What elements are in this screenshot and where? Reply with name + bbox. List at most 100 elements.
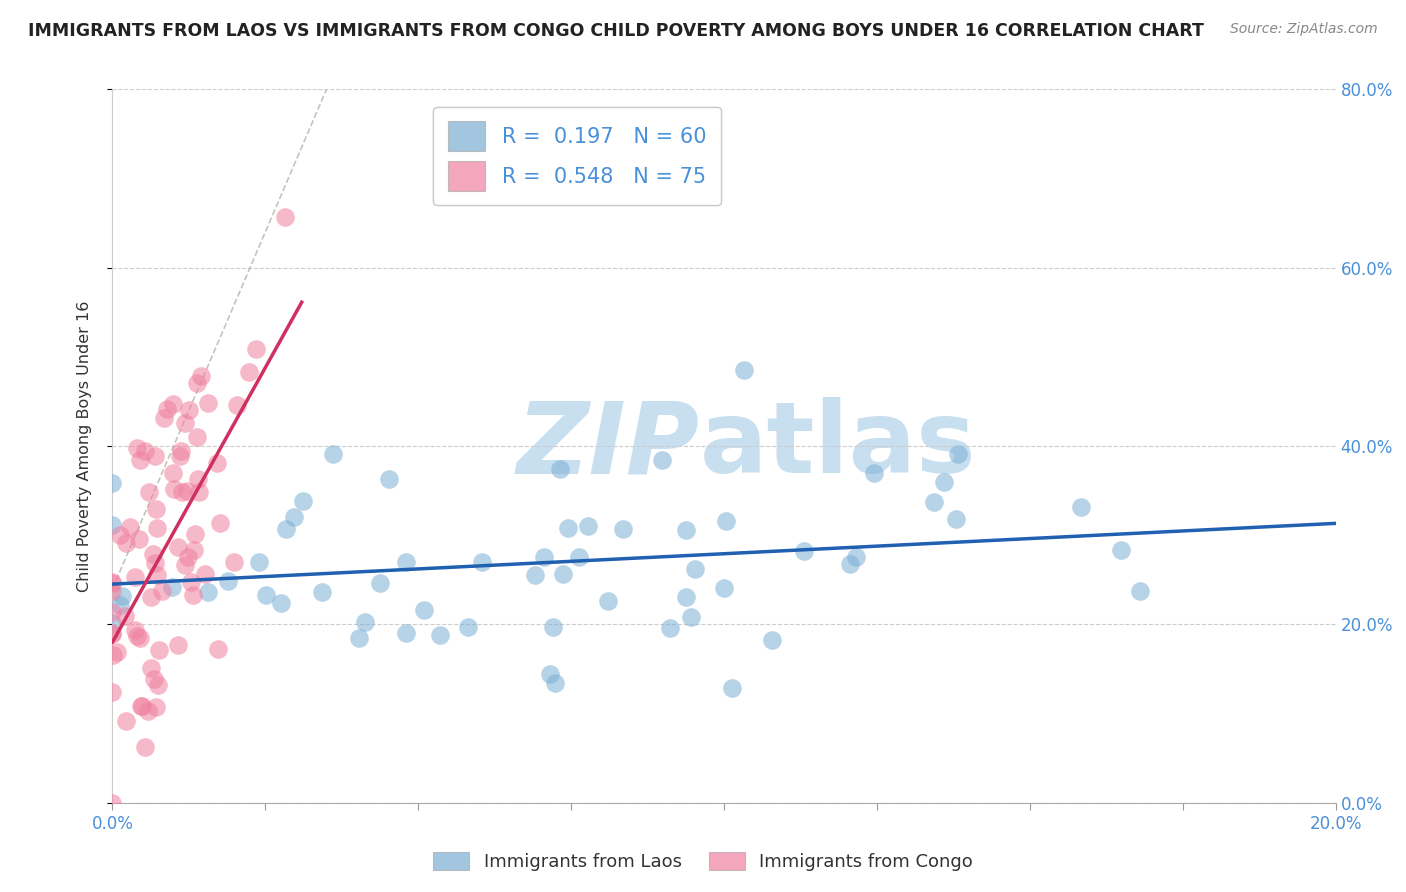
Point bbox=[101, 576, 124, 591]
Point bbox=[254, 588, 277, 602]
Point bbox=[125, 441, 148, 455]
Point bbox=[101, 518, 124, 533]
Point bbox=[136, 704, 159, 718]
Point bbox=[181, 589, 204, 603]
Point bbox=[162, 397, 184, 411]
Point bbox=[197, 585, 219, 599]
Point bbox=[115, 714, 138, 729]
Point bbox=[651, 452, 673, 467]
Point bbox=[101, 626, 124, 640]
Point bbox=[111, 589, 134, 603]
Point bbox=[162, 466, 184, 480]
Legend: R =  0.197   N = 60, R =  0.548   N = 75: R = 0.197 N = 60, R = 0.548 N = 75 bbox=[433, 107, 721, 205]
Point bbox=[148, 643, 170, 657]
Point bbox=[217, 574, 239, 588]
Point bbox=[162, 482, 184, 496]
Point bbox=[131, 698, 153, 713]
Text: IMMIGRANTS FROM LAOS VS IMMIGRANTS FROM CONGO CHILD POVERTY AMONG BOYS UNDER 16 : IMMIGRANTS FROM LAOS VS IMMIGRANTS FROM … bbox=[28, 22, 1204, 40]
Point bbox=[839, 558, 862, 572]
Point bbox=[394, 625, 416, 640]
Text: atlas: atlas bbox=[700, 398, 976, 494]
Point bbox=[932, 475, 955, 490]
Point bbox=[108, 598, 131, 612]
Point bbox=[194, 566, 217, 581]
Point bbox=[922, 495, 945, 509]
Point bbox=[538, 667, 561, 681]
Point bbox=[124, 570, 146, 584]
Point bbox=[101, 584, 124, 599]
Point bbox=[413, 603, 436, 617]
Point bbox=[247, 555, 270, 569]
Point bbox=[946, 446, 969, 460]
Point bbox=[187, 471, 209, 485]
Point bbox=[322, 447, 344, 461]
Point bbox=[177, 549, 200, 564]
Point bbox=[101, 605, 124, 619]
Point bbox=[205, 456, 228, 470]
Point bbox=[145, 568, 167, 582]
Point bbox=[354, 615, 377, 629]
Point bbox=[713, 582, 735, 596]
Point bbox=[105, 645, 128, 659]
Point bbox=[659, 622, 682, 636]
Point bbox=[183, 527, 205, 541]
Point bbox=[166, 540, 188, 554]
Point bbox=[101, 574, 124, 589]
Point bbox=[283, 510, 305, 524]
Point bbox=[207, 642, 229, 657]
Point bbox=[114, 609, 136, 624]
Text: Source: ZipAtlas.com: Source: ZipAtlas.com bbox=[1230, 22, 1378, 37]
Point bbox=[155, 401, 177, 416]
Point bbox=[146, 521, 169, 535]
Point bbox=[170, 485, 193, 500]
Point bbox=[125, 629, 148, 643]
Point bbox=[134, 740, 156, 755]
Point bbox=[143, 556, 166, 570]
Point bbox=[120, 520, 142, 534]
Legend: Immigrants from Laos, Immigrants from Congo: Immigrants from Laos, Immigrants from Co… bbox=[426, 845, 980, 879]
Point bbox=[238, 365, 260, 379]
Point bbox=[862, 466, 884, 480]
Point bbox=[612, 522, 634, 536]
Point bbox=[208, 516, 231, 531]
Point bbox=[311, 585, 333, 599]
Point bbox=[596, 593, 619, 607]
Point bbox=[108, 528, 131, 542]
Point bbox=[685, 562, 707, 576]
Point bbox=[134, 443, 156, 458]
Point bbox=[276, 522, 298, 536]
Point bbox=[101, 796, 124, 810]
Point bbox=[129, 698, 152, 713]
Point bbox=[145, 502, 167, 516]
Point bbox=[101, 616, 124, 631]
Point bbox=[368, 575, 391, 590]
Point bbox=[142, 547, 165, 561]
Point bbox=[139, 661, 162, 675]
Point bbox=[197, 396, 219, 410]
Point bbox=[139, 591, 162, 605]
Point bbox=[721, 681, 744, 695]
Point bbox=[675, 524, 697, 538]
Point bbox=[541, 620, 564, 634]
Point bbox=[395, 555, 418, 569]
Point bbox=[148, 678, 170, 692]
Point bbox=[457, 619, 479, 633]
Point bbox=[224, 555, 246, 569]
Point bbox=[180, 575, 202, 590]
Point bbox=[557, 521, 579, 535]
Point bbox=[138, 485, 160, 500]
Point bbox=[188, 485, 211, 500]
Point bbox=[160, 580, 183, 594]
Point bbox=[129, 631, 152, 645]
Point bbox=[190, 368, 212, 383]
Point bbox=[101, 627, 124, 641]
Point bbox=[716, 514, 738, 528]
Point bbox=[1109, 543, 1132, 558]
Point bbox=[1070, 500, 1092, 514]
Point bbox=[176, 484, 198, 499]
Point bbox=[129, 452, 152, 467]
Point bbox=[270, 596, 292, 610]
Point bbox=[1129, 584, 1152, 599]
Point bbox=[544, 676, 567, 690]
Point bbox=[733, 362, 755, 376]
